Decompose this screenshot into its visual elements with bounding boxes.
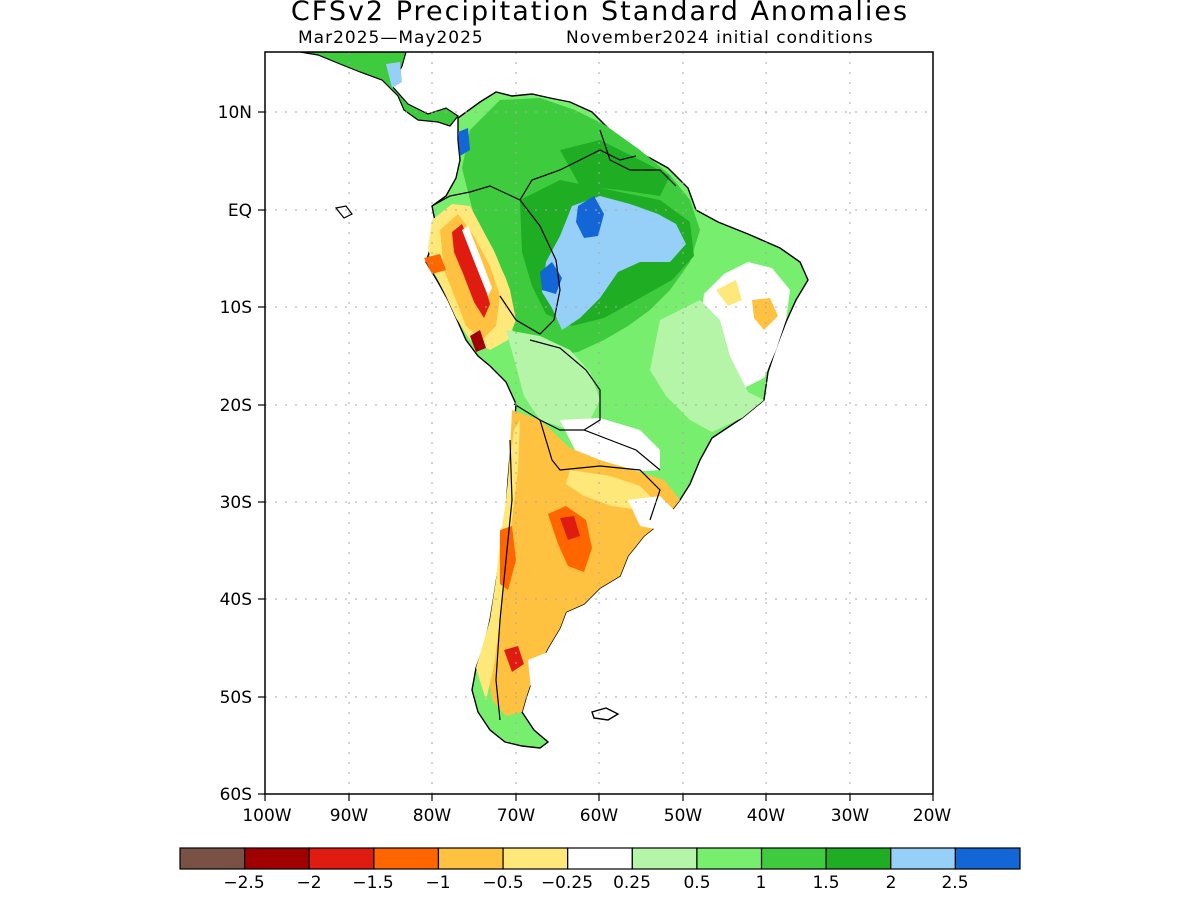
- season-label: Mar2025—May2025: [298, 28, 484, 48]
- colorbar-label: −2.5: [223, 873, 264, 893]
- colorbar-label: −1: [425, 873, 450, 893]
- longitude-ticks: [264, 794, 934, 801]
- lat-label: 20S: [220, 396, 252, 416]
- colorbar-labels: −2.5 −2 −1.5 −1 −0.5 −0.25 0.25 0.5 1 1.…: [223, 873, 968, 893]
- initial-conditions-label: November2024 initial conditions: [566, 28, 874, 48]
- colorbar-swatch: [373, 847, 440, 870]
- colorbar-label: 0.5: [683, 873, 710, 893]
- colombia-blue: [458, 128, 470, 156]
- colorbar-label: −0.25: [541, 873, 593, 893]
- patagonia-red: [504, 646, 524, 672]
- lon-label: 40W: [747, 806, 786, 826]
- colorbar-label: −1.5: [352, 873, 393, 893]
- patagonia-white: [528, 652, 552, 700]
- andes-green-streak: [470, 196, 526, 304]
- map-title: CFSv2 Precipitation Standard Anomalies: [290, 0, 910, 27]
- colorbar-swatch: [437, 847, 504, 870]
- falkland-islands: [591, 707, 620, 721]
- colorbar-swatch: [760, 847, 827, 870]
- colorbar-label: −2: [296, 873, 321, 893]
- latitude-ticks: [258, 111, 265, 795]
- colorbar-swatch: [631, 847, 698, 870]
- country-borders: [431, 129, 677, 721]
- gran-chaco-white: [560, 418, 660, 472]
- colorbar-swatch: [179, 847, 246, 870]
- chile-yellow: [476, 420, 520, 700]
- lat-label: 10S: [220, 298, 252, 318]
- lon-label: 100W: [242, 806, 291, 826]
- colorbar-swatch: [954, 847, 1021, 870]
- lon-label: 80W: [413, 806, 452, 826]
- latitude-labels: 10N EQ 10S 20S 30S 40S 50S 60S: [218, 103, 252, 805]
- lat-label: 30S: [220, 493, 252, 513]
- ecuador-orange: [424, 254, 446, 274]
- lon-label: 20W: [913, 806, 952, 826]
- colorbar-label: 2: [886, 873, 897, 893]
- colorbar-label: 2.5: [941, 873, 968, 893]
- colorbar-swatch: [825, 847, 892, 870]
- colorbar-swatch: [567, 847, 633, 870]
- lon-label: 90W: [330, 806, 369, 826]
- colorbar-label: 1: [756, 873, 767, 893]
- colorbar-swatch: [308, 847, 375, 870]
- anomaly-field: [299, 52, 809, 749]
- lon-label: 30W: [831, 806, 870, 826]
- colorbar-swatch: [890, 847, 956, 870]
- lat-label: EQ: [228, 201, 252, 221]
- colorbar-swatch: [244, 847, 310, 870]
- peru-red: [470, 330, 486, 352]
- guianas-green: [560, 140, 670, 196]
- lon-label: 70W: [497, 806, 536, 826]
- northeast-brazil-green: [650, 300, 764, 432]
- argentina-core-red: [560, 516, 580, 540]
- colorbar-swatch: [502, 847, 569, 870]
- colorbar: [179, 847, 1021, 870]
- lon-label: 50W: [664, 806, 703, 826]
- amazon-blue-core-1: [576, 196, 604, 238]
- lon-label: 60W: [580, 806, 619, 826]
- amazon-light-blue: [542, 196, 686, 330]
- northeast-brazil-yellow: [716, 280, 742, 306]
- andes-white-streak: [462, 226, 492, 296]
- lat-label: 60S: [220, 785, 252, 805]
- lat-label: 40S: [220, 590, 252, 610]
- colorbar-label: 0.25: [613, 873, 651, 893]
- colorbar-swatch: [696, 847, 763, 870]
- map-grid: [265, 52, 933, 794]
- colorbar-label: 1.5: [812, 873, 839, 893]
- galapagos-islands: [334, 205, 353, 219]
- lat-label: 10N: [218, 103, 252, 123]
- central-america-blue: [386, 62, 402, 88]
- northeast-brazil-orange: [752, 298, 778, 330]
- colorbar-label: −0.5: [482, 873, 523, 893]
- andes-red: [452, 224, 490, 318]
- longitude-labels: 100W 90W 80W 70W 60W 50W 40W 30W 20W: [242, 806, 951, 826]
- amazon-blue-core-2: [540, 262, 562, 294]
- lat-label: 50S: [220, 688, 252, 708]
